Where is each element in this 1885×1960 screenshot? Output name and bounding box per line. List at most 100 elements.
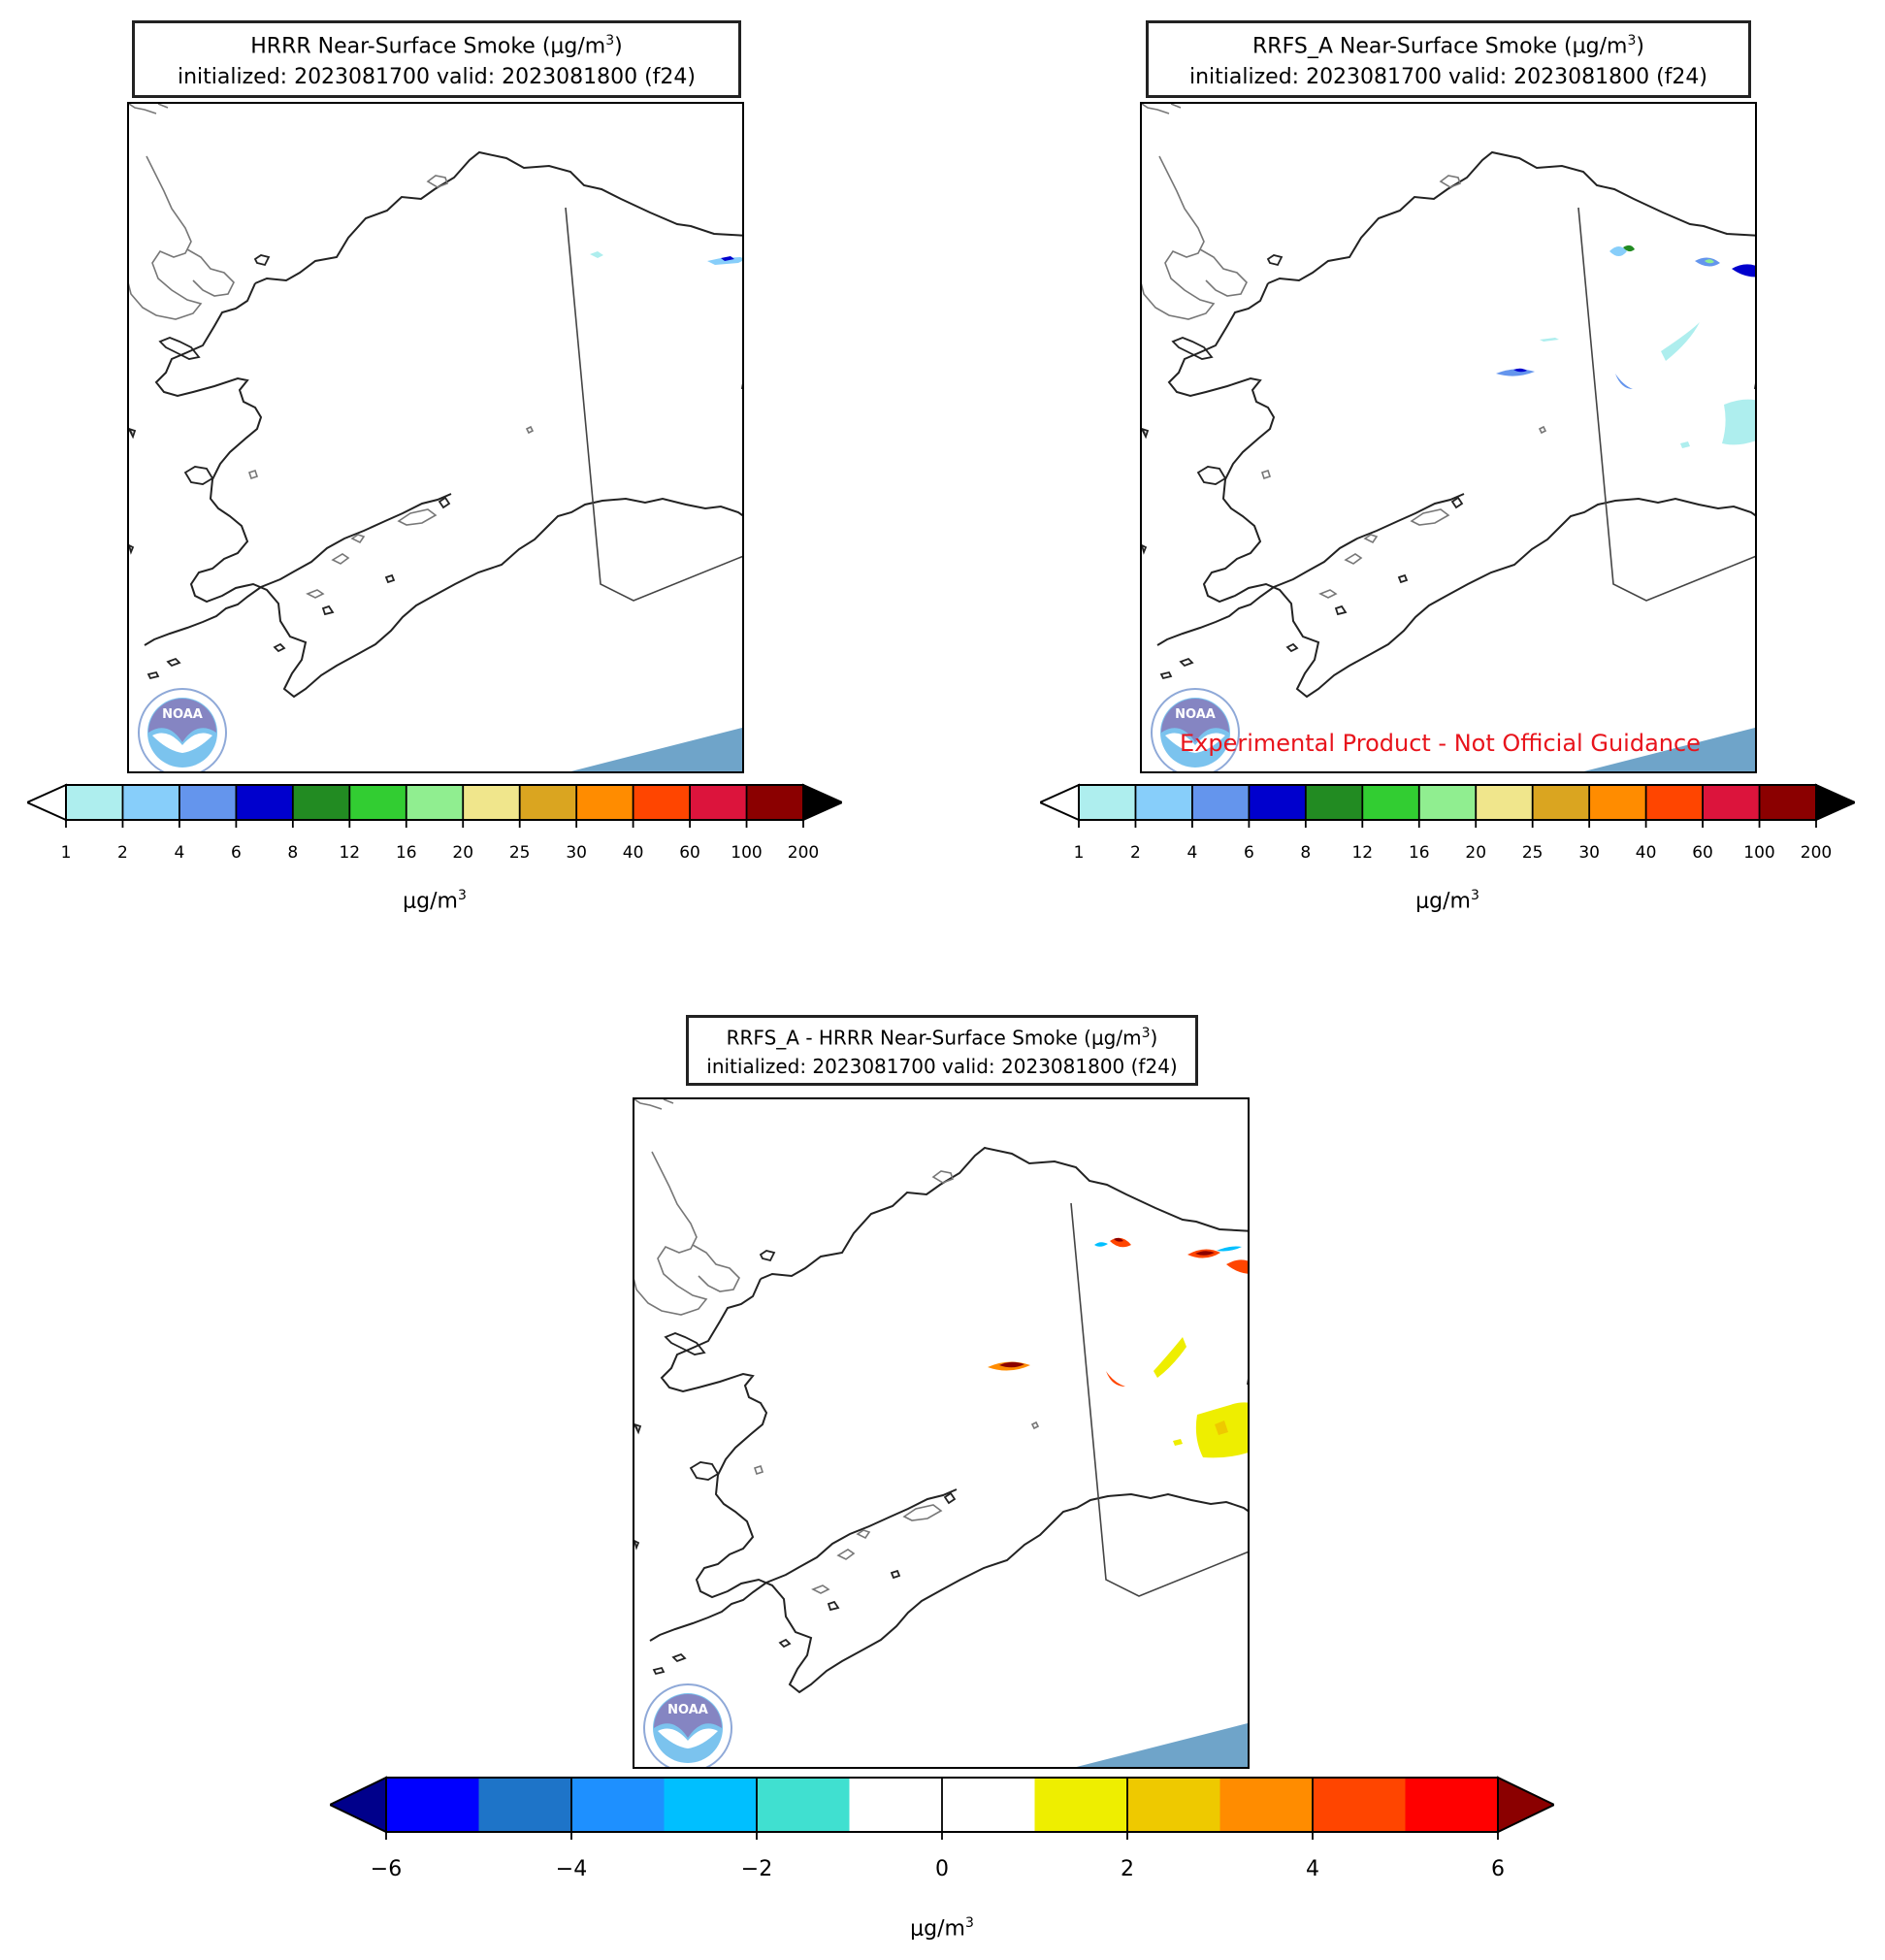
colorbar-tick-label: −6 [370,1857,403,1881]
canada-border [1577,207,1755,602]
smoke-plume [1732,264,1755,278]
smoke-diff [1106,1371,1125,1387]
lake-outline [836,1549,856,1560]
colorbar-tick-label: 12 [339,843,361,863]
lake-outline [1344,553,1363,565]
colorbar-segment [1313,1778,1406,1832]
colorbar-segment [463,785,521,820]
lake-outline [397,508,438,526]
alaska-peninsula-coastline [649,1488,958,1642]
colorbar-tick-label: 30 [566,843,587,863]
colorbar-tick-label: 2 [1130,843,1141,863]
island-outline [827,1600,840,1612]
island-outline [1179,657,1194,668]
colorbar-tick-label: 2 [1121,1857,1134,1881]
colorbar-segment [1079,785,1136,820]
colorbar-segment [664,1778,758,1832]
colorbar-unit-label: μg/m3 [1415,888,1479,914]
colorbar-segment [1219,1778,1314,1832]
colorbar-segment [942,1778,1035,1832]
island-outline [166,657,181,668]
rrfs-title: RRFS_A Near-Surface Smoke (μg/m3) initia… [1146,20,1751,99]
colorbar-graphic [1040,783,1855,828]
colorbar-over-arrow [802,783,842,822]
smoke-diff [1217,1246,1242,1252]
island-outline [1397,573,1409,584]
rrfs-colorbar: 1 2 4 6 8 12 16 20 25 30 40 60 100 200 μg/m3 [1040,781,1855,917]
colorbar-segment [1759,785,1817,820]
colorbar-under-arrow [27,783,67,822]
colorbar-segment [1305,785,1363,820]
lake-outline [1538,425,1547,435]
ocean-fill [1583,728,1755,771]
colorbar-segment [1418,785,1477,820]
colorbar-tick-label: 40 [622,843,644,863]
colorbar-tick-label: 6 [230,843,242,863]
island-outline [1142,543,1148,555]
colorbar-segment [1532,785,1590,820]
smoke-diff [1114,1237,1123,1242]
noaa-logo: NOAA [643,1683,732,1767]
smoke-plume [590,251,603,258]
island-outline [146,670,160,680]
colorbar-segment [292,785,350,820]
island-outline [652,1666,666,1676]
russia-coastline [129,104,235,320]
colorbar-segment [1589,785,1647,820]
colorbar-tick-label: 8 [1300,843,1312,863]
colorbar-over-arrow [1497,1776,1554,1834]
alaska-peninsula-coastline [144,493,452,646]
lake-outline [525,425,535,435]
smoke-plume [721,256,734,261]
lake-outline [1363,534,1379,544]
canada-border [565,207,742,602]
island-outline [634,1539,640,1551]
logo-sky [1161,699,1229,742]
colorbar-tick-label: 4 [174,843,185,863]
alaska-map: NOAA [634,1099,1248,1767]
colorbar-segment [1127,1778,1220,1832]
noaa-logo: NOAA [138,688,227,771]
lake-outline [426,175,448,188]
colorbar-segment [1362,785,1420,820]
colorbar-tick-label: 30 [1578,843,1600,863]
colorbar-segment [1191,785,1250,820]
island-outline [158,337,201,360]
smoke-plume [1705,259,1714,264]
colorbar-tick-label: 4 [1306,1857,1319,1881]
colorbar-segment [519,785,577,820]
smoke-plume [1609,246,1627,256]
smoke-plume [1722,399,1755,445]
island-outline [671,1652,687,1663]
diff-colorbar: −6 −4 −2 0 2 4 6 μg/m3 [330,1774,1554,1958]
lake-outline [306,589,325,599]
island-outline [1266,254,1284,267]
colorbar-tick-label: 16 [1408,843,1430,863]
island-outline [183,466,214,485]
logo-sky [148,699,216,742]
colorbar-tick-label: 6 [1243,843,1254,863]
smoke-plume [1680,441,1690,448]
colorbar-tick-label: 4 [1186,843,1198,863]
colorbar-segment [478,1778,572,1832]
smoke-plume [1661,322,1700,361]
smoke-diff [1195,1251,1215,1256]
colorbar-segment [236,785,294,820]
colorbar-tick-label: 20 [1465,843,1487,863]
island-outline [1196,466,1227,485]
logo-bird [658,1728,718,1748]
colorbar-graphic [330,1776,1554,1840]
colorbar-tick-label: 16 [395,843,417,863]
colorbar-segment [1034,1778,1128,1832]
colorbar-segment [179,785,237,820]
diff-map: NOAA [633,1097,1250,1769]
smoke-diff [1215,1421,1228,1435]
colorbar-tick-label: 12 [1351,843,1374,863]
logo-text: NOAA [1175,707,1216,722]
colorbar-segment [1249,785,1307,820]
island-outline [689,1461,720,1481]
colorbar-tick-label: 60 [679,843,700,863]
logo-text: NOAA [667,1703,708,1717]
lake-outline [1410,508,1450,526]
colorbar-tick-label: 25 [508,843,531,863]
